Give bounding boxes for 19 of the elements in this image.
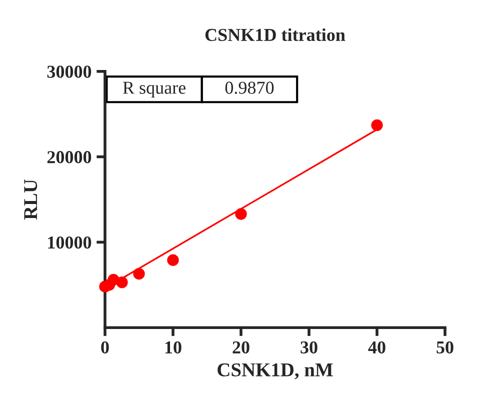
annotation: R square [122,82,186,98]
chart-title: CSNK1D titration [205,28,346,42]
point [167,254,179,266]
x-tick-label: 10 [165,341,182,354]
y-tick-label: 10000 [48,236,92,249]
y-axis-title: RLU [24,179,38,220]
x-tick-label: 20 [232,341,250,354]
annotation: 0.9870 [225,82,274,94]
point [116,276,128,288]
x-tick-label: 40 [368,341,386,354]
y-tick-label: 20000 [47,151,92,164]
point [133,268,145,280]
x-axis-title: CSNK1D, nM [218,363,333,380]
point [371,119,383,132]
y-tick-label: 30000 [47,66,92,78]
x-tick-label: 0 [101,341,109,354]
point [235,208,247,220]
x-tick-label: 50 [436,341,454,354]
x-tick-label: 30 [300,341,318,354]
